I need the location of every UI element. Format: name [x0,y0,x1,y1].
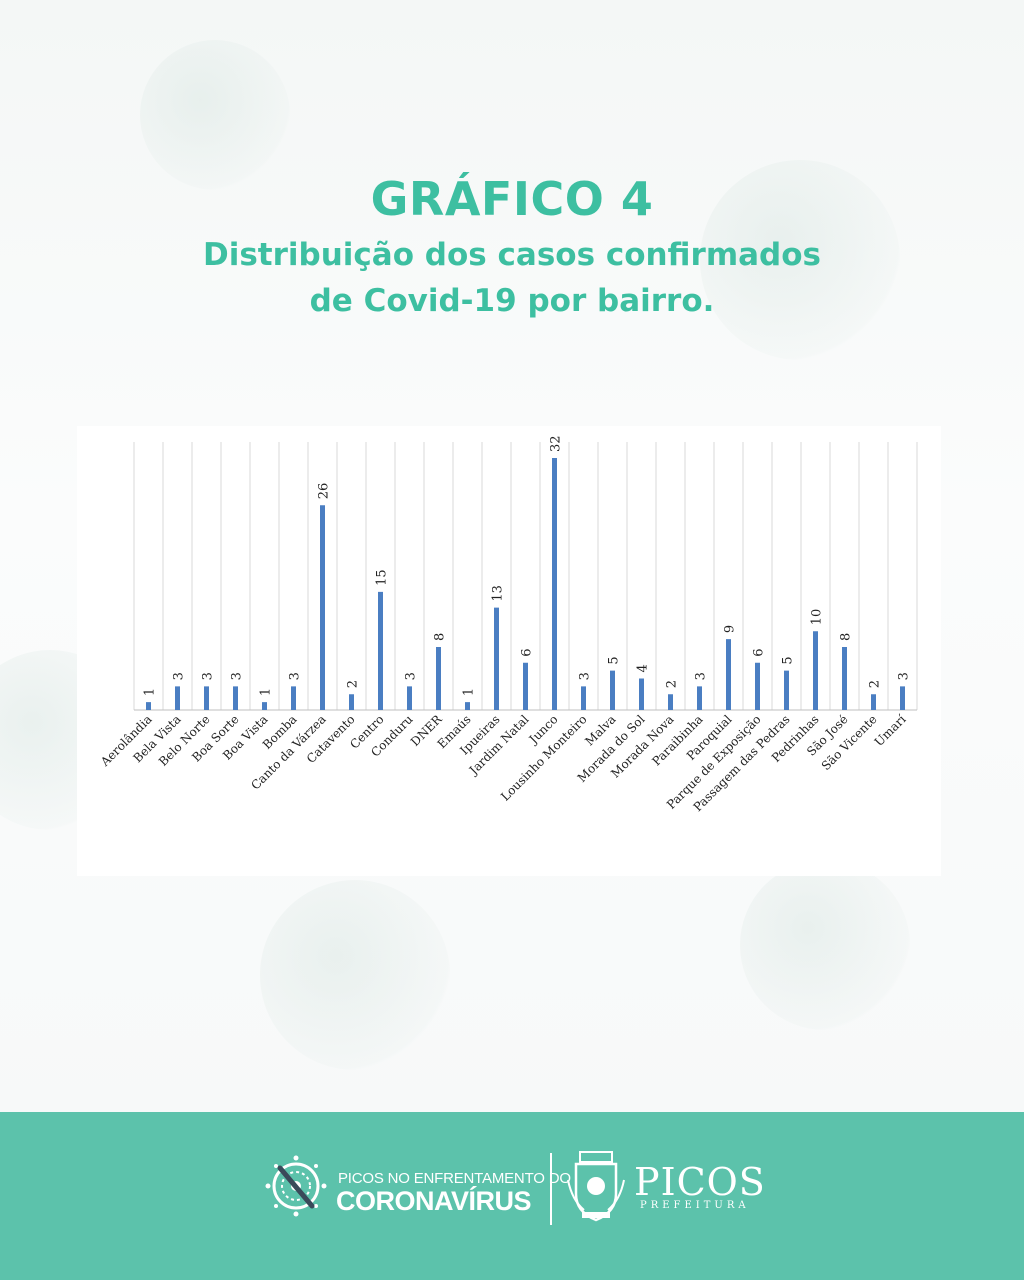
bar [697,686,702,710]
bar [871,694,876,710]
decorative-virus-shape [700,160,900,360]
data-label: 2 [665,680,680,688]
bar [291,686,296,710]
data-label: 2 [346,680,361,688]
city-crest-icon [567,1151,625,1222]
city-subtitle: PREFEITURA [640,1200,750,1211]
bar [378,591,383,710]
bar [900,686,905,710]
bar [639,678,644,710]
data-label: 4 [636,664,651,672]
bar [465,702,470,710]
data-label: 32 [549,435,564,452]
bar [552,458,557,710]
data-label: 6 [520,648,535,656]
bar [407,686,412,710]
decorative-virus-shape [740,860,910,1030]
bar [262,702,267,710]
footer-bar [0,1112,1024,1280]
data-label: 9 [723,625,738,633]
subtitle-line-1: Distribuição dos casos confirmados [202,237,821,273]
data-label: 1 [259,688,274,696]
campaign-line-1: PICOS NO ENFRENTAMENTO DO [338,1170,571,1187]
city-name: PICOS [634,1160,766,1204]
data-label: 3 [288,672,303,680]
bar [494,607,499,710]
data-label: 3 [201,672,216,680]
data-label: 3 [578,672,593,680]
bar [784,670,789,710]
bar [349,694,354,710]
bar [842,647,847,710]
data-label: 5 [781,656,796,664]
data-label: 8 [839,633,854,641]
bar [233,686,238,710]
bar [146,702,151,710]
data-label: 3 [172,672,187,680]
bar [436,647,441,710]
data-label: 3 [404,672,419,680]
decorative-virus-shape [260,880,450,1070]
data-label: 26 [317,483,332,500]
bar [726,639,731,710]
data-label: 3 [694,672,709,680]
data-label: 2 [868,680,883,688]
data-label: 8 [433,633,448,641]
footer-divider [550,1153,552,1225]
data-label: 13 [491,585,506,602]
bar [204,686,209,710]
bar [523,662,528,710]
data-label: 15 [375,569,390,586]
data-label: 6 [752,648,767,656]
crossed-virus-icon [265,1155,327,1217]
data-label: 1 [462,688,477,696]
x-tick-label: Umarí [872,712,909,749]
bar [320,505,325,710]
decorative-virus-shape [140,40,290,190]
subtitle-line-2: de Covid-19 por bairro. [309,283,715,319]
data-label: 5 [607,656,622,664]
bar [813,631,818,710]
data-label: 10 [810,609,825,626]
bar [755,662,760,710]
bar [610,670,615,710]
page-title: GRÁFICO 4 [370,172,654,226]
chart-panel: 1 Aerolândia 3 Bela Vista 3 Belo Norte 3 Boa So… [77,426,941,876]
bar [581,686,586,710]
data-label: 3 [897,672,912,680]
data-label: 1 [143,688,158,696]
data-label: 3 [230,672,245,680]
bar [668,694,673,710]
page-subtitle: Distribuição dos casos confirmados de Co… [0,232,1024,324]
bar [175,686,180,710]
campaign-line-2: CORONAVÍRUS [336,1186,532,1216]
